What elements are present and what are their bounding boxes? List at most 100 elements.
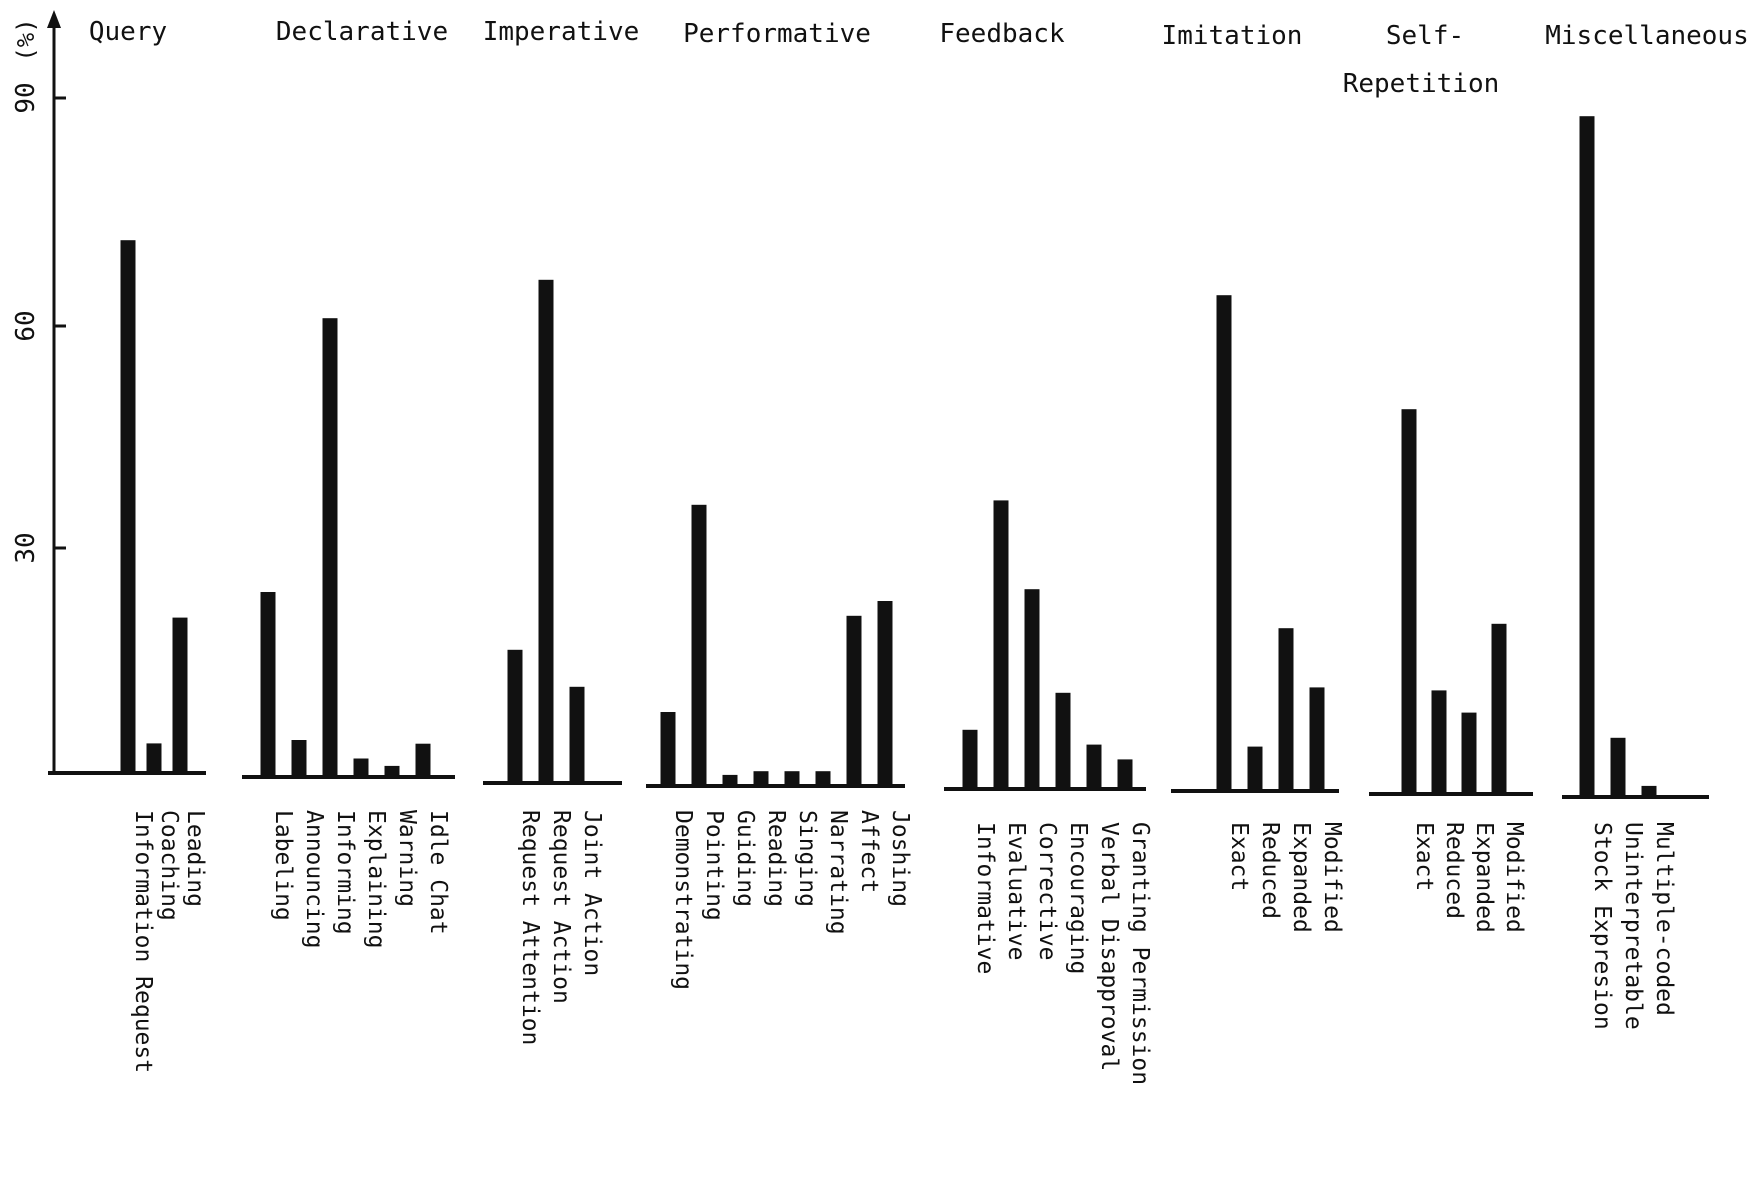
category-label: Pointing: [701, 810, 727, 921]
bar: [877, 601, 893, 786]
category-label: Request Action: [548, 810, 574, 1004]
group-label-line: Feedback: [939, 19, 1065, 49]
category-label: Affect: [856, 810, 882, 893]
category-label: Modified: [1319, 822, 1345, 933]
bar: [722, 774, 738, 786]
group-label-line: Performative: [683, 19, 871, 49]
group-label: Feedback: [939, 19, 1065, 49]
group-query: Query Information Request Coaching Leading: [48, 17, 208, 1073]
category-label: Reading: [763, 810, 789, 907]
y-tick-label-60: 60: [11, 310, 41, 341]
bar: [120, 240, 136, 773]
category-label: Corrective: [1034, 822, 1060, 960]
category-label: Stock Expresion: [1589, 822, 1615, 1030]
category-label: Request Attention: [517, 810, 543, 1045]
category-label: Expanded: [1288, 822, 1314, 933]
bar: [415, 743, 431, 777]
category-label: Granting Permission: [1127, 822, 1153, 1085]
bar: [260, 592, 276, 777]
group-label: Performative: [683, 19, 871, 49]
bar: [384, 765, 400, 777]
category-label: Multiple-coded: [1651, 822, 1677, 1016]
bar: [1401, 409, 1417, 794]
category-label: Modified: [1501, 822, 1527, 933]
category-label: Information Request: [130, 810, 156, 1073]
category-label: Singing: [794, 810, 820, 907]
category-label: Reduced: [1257, 822, 1283, 919]
group-feedback: Feedback Informative Evaluative Corrective E…: [939, 19, 1153, 1085]
category-label: Reduced: [1441, 822, 1467, 919]
category-label: Joshing: [887, 810, 913, 907]
group-label: Imperative: [483, 17, 640, 47]
bar: [1024, 589, 1040, 789]
category-label: Verbal Disapproval: [1096, 822, 1122, 1071]
bar: [1117, 759, 1133, 789]
group-label-line: Query: [89, 17, 167, 47]
category-label: Exact: [1411, 822, 1437, 891]
y-axis: 30 60 90 (%): [11, 10, 66, 772]
category-label: Guiding: [732, 810, 758, 907]
category-label: Uninterpretable: [1620, 822, 1646, 1030]
bar: [1610, 737, 1626, 797]
category-label: Announcing: [301, 810, 327, 948]
group-label: Miscellaneous: [1545, 21, 1749, 51]
bar: [1579, 116, 1595, 797]
bar: [962, 729, 978, 789]
category-label: Encouraging: [1065, 822, 1091, 974]
bar: [1309, 687, 1325, 791]
category-label: Leading: [182, 810, 208, 907]
y-axis-arrow-icon: [47, 10, 61, 28]
y-tick-label-90: 90: [11, 82, 41, 113]
group-performative: Performative Demonstrating Pointing Guiding…: [646, 19, 913, 990]
group-label: Query: [89, 17, 167, 47]
category-label: Demonstrating: [670, 810, 696, 990]
category-label: Explaining: [363, 810, 389, 948]
bar: [993, 500, 1009, 789]
bar: [1431, 690, 1447, 794]
y-tick-label-30: 30: [11, 532, 41, 563]
group-label-line: Imperative: [483, 17, 640, 47]
group-self-repetition: Self- Repetition Exact Reduced Expanded Modif…: [1343, 21, 1533, 933]
group-label-line: Repetition: [1343, 69, 1500, 99]
group-label-line: Declarative: [276, 17, 448, 47]
bar: [569, 686, 585, 783]
bar: [753, 771, 769, 786]
bar: [1641, 785, 1657, 797]
category-label: Warning: [394, 810, 420, 907]
group-miscellaneous: Miscellaneous Stock Expresion Uninterpreta…: [1545, 21, 1749, 1030]
bar: [507, 649, 523, 783]
group-imitation: Imitation Exact Reduced Expanded Modified: [1162, 21, 1345, 933]
bar: [1216, 295, 1232, 791]
bar: [660, 712, 676, 786]
category-label: Labeling: [270, 810, 296, 921]
group-imperative: Imperative Request Attention Request Actio…: [483, 17, 640, 1045]
group-label: Imitation: [1162, 21, 1303, 51]
category-label: Informative: [972, 822, 998, 974]
category-label: Narrating: [825, 810, 851, 935]
bar: [846, 615, 862, 786]
plot-area: Query Information Request Coaching Leading D…: [48, 17, 1749, 1085]
group-label-line: Imitation: [1162, 21, 1303, 51]
category-label: Idle Chat: [425, 810, 451, 935]
bar: [1461, 712, 1477, 794]
bar: [146, 743, 162, 773]
category-label: Coaching: [156, 810, 182, 921]
bar: [784, 771, 800, 786]
bar: [1055, 692, 1071, 789]
group-label: Declarative: [276, 17, 448, 47]
bar: [172, 617, 188, 773]
bar: [691, 504, 707, 786]
category-label: Informing: [332, 810, 358, 935]
group-declarative: Declarative Labeling Announcing Informing Ex…: [242, 17, 455, 948]
bar: [1086, 744, 1102, 789]
bar: [291, 740, 307, 777]
bar: [1491, 623, 1507, 794]
bar: [1278, 628, 1294, 791]
category-label: Expanded: [1471, 822, 1497, 933]
category-label: Joint Action: [579, 810, 605, 976]
bar: [538, 279, 554, 783]
bar: [322, 318, 338, 777]
bar: [815, 771, 831, 786]
bar: [353, 758, 369, 777]
